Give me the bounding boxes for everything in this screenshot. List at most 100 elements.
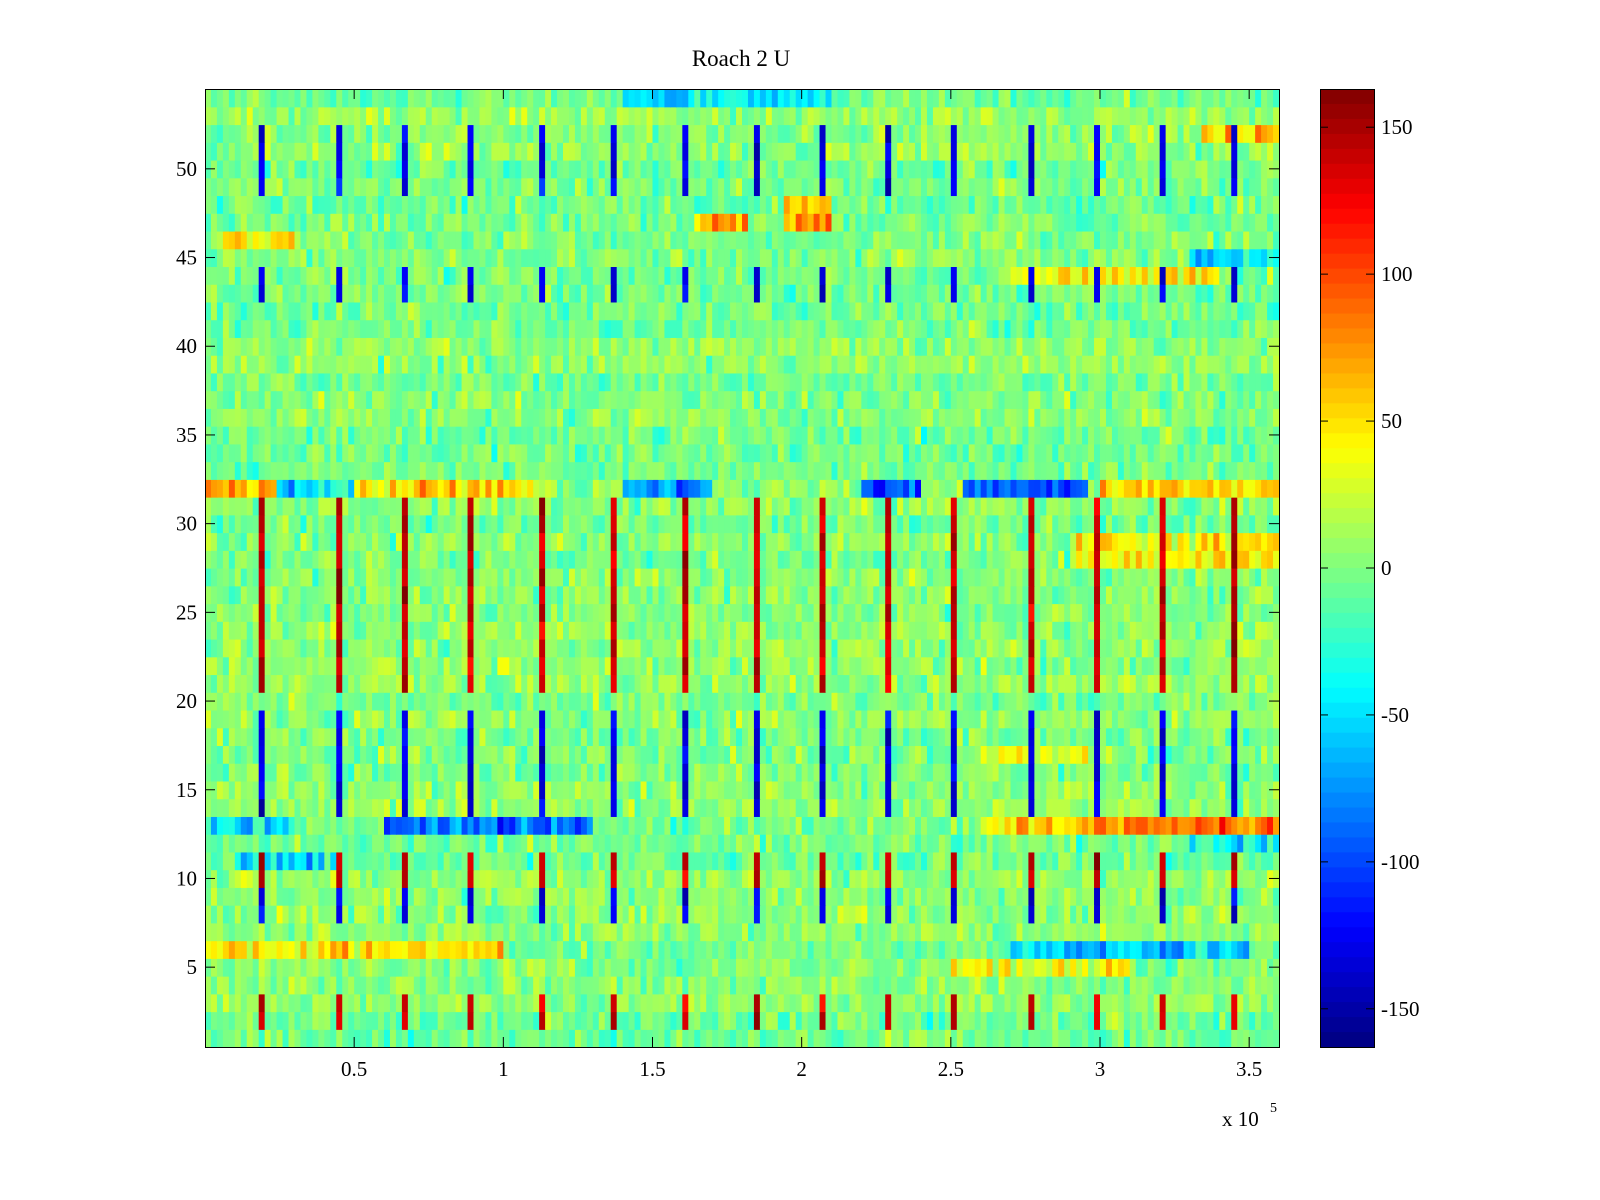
heatmap-cell	[467, 692, 475, 711]
heatmap-cell	[1249, 958, 1256, 977]
heatmap-cell	[694, 834, 701, 853]
heatmap-cell	[252, 550, 260, 569]
heatmap-cell	[712, 887, 719, 906]
heatmap-cell	[276, 887, 284, 906]
heatmap-cell	[330, 922, 337, 942]
heatmap-cell	[348, 958, 355, 977]
heatmap-cell	[527, 709, 534, 729]
heatmap-cell	[1135, 958, 1143, 977]
heatmap-cell	[700, 780, 707, 800]
heatmap-cell	[926, 621, 934, 640]
heatmap-cell	[318, 568, 325, 587]
heatmap-cell	[395, 780, 403, 800]
heatmap-cell	[861, 568, 868, 587]
heatmap-cell	[246, 993, 254, 1013]
heatmap-cell	[527, 638, 534, 658]
heatmap-cell	[670, 656, 677, 676]
heatmap-cell	[879, 887, 886, 906]
heatmap-cell	[258, 656, 266, 676]
heatmap-cell	[843, 887, 850, 906]
heatmap-cell	[258, 958, 266, 977]
heatmap-cell	[921, 993, 928, 1013]
heatmap-cell	[586, 1029, 594, 1048]
heatmap-cell	[640, 1029, 648, 1048]
heatmap-cell	[742, 993, 749, 1013]
heatmap-cell	[712, 940, 719, 959]
heatmap-cell	[879, 905, 886, 924]
heatmap-cell	[1022, 763, 1029, 782]
heatmap-cell	[825, 1011, 833, 1030]
heatmap-cell	[527, 816, 534, 835]
heatmap-cell	[580, 692, 588, 711]
heatmap-cell	[831, 1011, 839, 1030]
heatmap-cell	[366, 709, 373, 729]
heatmap-cell	[1207, 763, 1214, 782]
heatmap-cell	[891, 940, 898, 959]
heatmap-cell	[628, 1029, 636, 1048]
heatmap-cell	[449, 958, 457, 977]
heatmap-cell	[1028, 869, 1035, 888]
heatmap-cell	[777, 922, 785, 942]
heatmap-cell	[282, 780, 290, 800]
heatmap-cell	[1135, 763, 1143, 782]
heatmap-cell	[938, 656, 946, 676]
heatmap-cell	[1010, 834, 1018, 853]
heatmap-cell	[646, 869, 654, 888]
heatmap-cell	[330, 568, 337, 587]
heatmap-cell	[306, 798, 313, 817]
heatmap-cell	[431, 958, 439, 977]
heatmap-cell	[270, 905, 278, 924]
heatmap-cell	[724, 887, 731, 906]
heatmap-cell	[568, 585, 576, 605]
heatmap-cell	[807, 568, 815, 587]
heatmap-cell	[1123, 958, 1131, 977]
heatmap-cell	[849, 905, 856, 924]
heatmap-cell	[1141, 692, 1149, 711]
heatmap-cell	[867, 940, 874, 959]
heatmap-cell	[527, 745, 534, 764]
heatmap-cell	[497, 869, 504, 888]
heatmap-cell	[527, 550, 534, 569]
heatmap-cell	[228, 1011, 236, 1030]
heatmap-cell	[1100, 905, 1107, 924]
heatmap-cell	[1243, 976, 1250, 995]
heatmap-cell	[515, 816, 522, 835]
heatmap-cell	[1153, 798, 1161, 817]
heatmap-cell	[515, 763, 522, 782]
heatmap-cell	[819, 851, 827, 871]
heatmap-cell	[1129, 621, 1137, 640]
heatmap-cell	[1177, 780, 1185, 800]
heatmap-cell	[730, 816, 737, 835]
heatmap-cell	[616, 585, 624, 605]
heatmap-cell	[747, 905, 755, 924]
heatmap-cell	[759, 745, 767, 764]
heatmap-cell	[312, 727, 319, 747]
heatmap-cell	[1100, 568, 1107, 587]
heatmap-cell	[807, 940, 815, 959]
heatmap-cell	[658, 1011, 666, 1030]
heatmap-cell	[598, 603, 606, 622]
heatmap-cell	[604, 585, 612, 605]
heatmap-cell	[1094, 905, 1101, 924]
heatmap-cell	[664, 745, 671, 764]
heatmap-cell	[610, 550, 618, 569]
heatmap-cell	[831, 692, 839, 711]
heatmap-cell	[747, 692, 755, 711]
heatmap-cell	[849, 603, 856, 622]
heatmap-cell	[252, 709, 260, 729]
heatmap-cell	[1273, 993, 1280, 1013]
heatmap-cell	[401, 834, 409, 853]
heatmap-cell	[300, 745, 308, 764]
heatmap-cell	[443, 603, 451, 622]
heatmap-cell	[324, 763, 331, 782]
heatmap-cell	[944, 603, 952, 622]
heatmap-cell	[586, 709, 594, 729]
heatmap-cell	[306, 603, 313, 622]
heatmap-cell	[1105, 727, 1113, 747]
heatmap-cell	[700, 763, 707, 782]
heatmap-cell	[915, 958, 922, 977]
heatmap-cell	[831, 834, 839, 853]
heatmap-cell	[986, 816, 994, 835]
heatmap-cell	[932, 550, 940, 569]
heatmap-cell	[294, 976, 302, 995]
